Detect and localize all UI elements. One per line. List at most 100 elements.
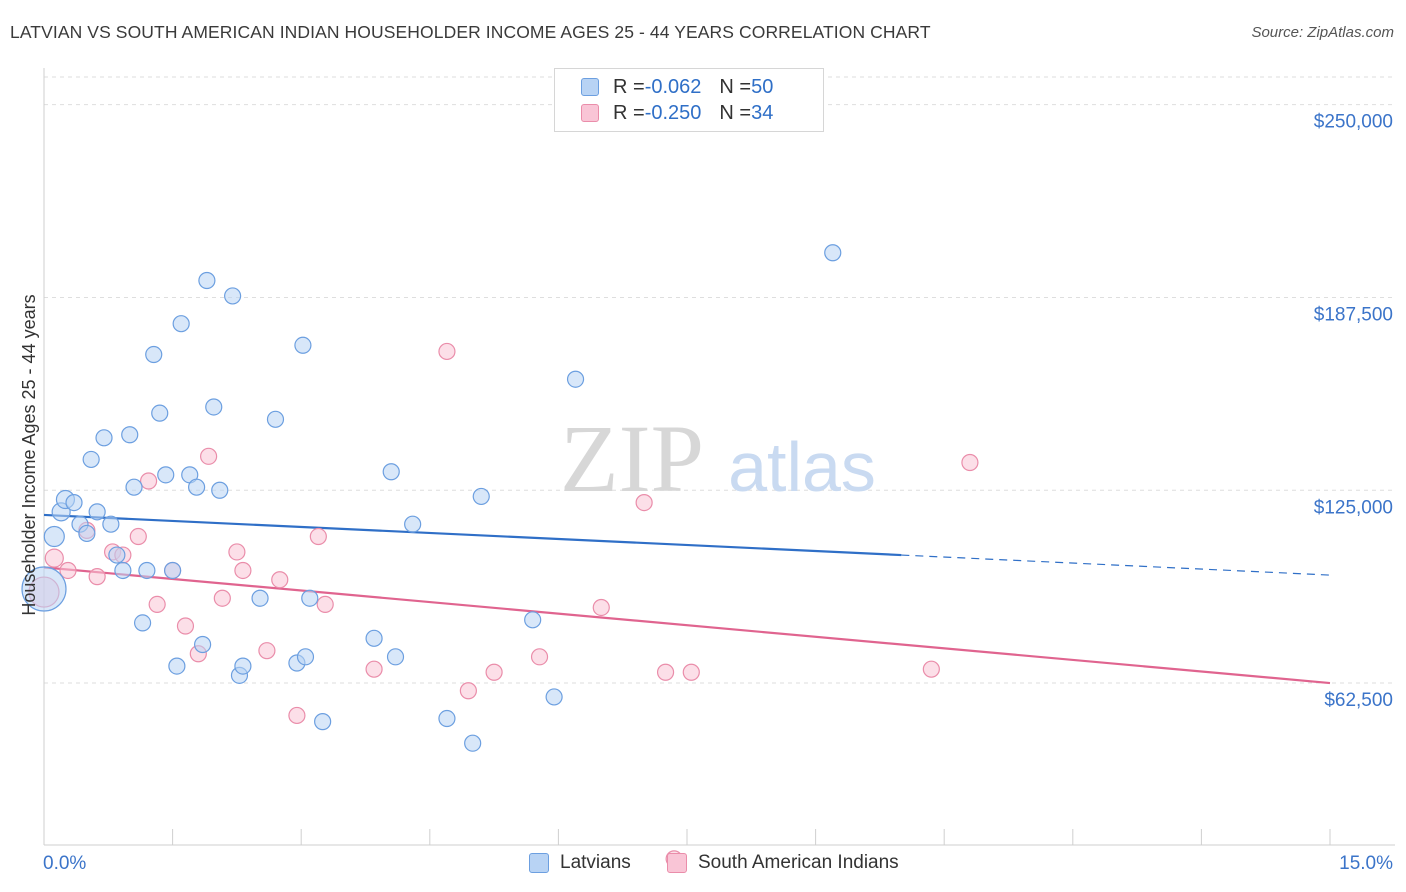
latvians-trend-line — [43, 513, 902, 557]
n-value: 50 — [751, 75, 774, 98]
grid-lines — [44, 76, 1395, 684]
south-american-indians-point — [176, 617, 195, 635]
latvians-point — [205, 398, 223, 416]
south-american-indians-point — [200, 447, 218, 465]
latvians-point — [114, 561, 132, 580]
latvians-point — [438, 709, 456, 728]
latvians-point — [824, 244, 842, 262]
latvians-point — [234, 657, 252, 675]
blue-swatch — [581, 78, 599, 96]
latvians-point — [211, 481, 229, 499]
source-label: Source: ZipAtlas.com — [1251, 24, 1394, 41]
latvians-point — [545, 688, 563, 706]
latvians-point — [566, 370, 585, 388]
latvians-point — [386, 648, 405, 666]
south-american-indians-point — [148, 595, 166, 613]
south-american-indians-point — [44, 548, 64, 568]
r-value: -0.250 — [644, 101, 702, 124]
watermark: ZIP atlas — [560, 405, 876, 512]
south-american-indians-point — [365, 660, 383, 678]
south-american-indians-point — [258, 642, 276, 660]
latvians-point — [314, 713, 332, 731]
latvians-point — [251, 589, 269, 607]
latvians-point — [198, 271, 216, 290]
south-american-indians-point — [288, 706, 306, 725]
legend-item-south-american-indians[interactable]: South American Indians — [667, 852, 899, 874]
watermark-atlas: atlas — [728, 428, 876, 506]
south-american-indians-point — [59, 561, 77, 580]
latvians-point — [43, 525, 65, 548]
latvians-point — [157, 466, 175, 484]
south-american-indians-point — [316, 595, 334, 613]
south-american-indians-point — [438, 342, 456, 361]
latvians-point — [194, 635, 212, 654]
n-label: N = — [719, 101, 752, 124]
latvians-point — [294, 336, 312, 354]
latvians-point — [21, 566, 67, 612]
watermark-zip: ZIP — [560, 405, 704, 512]
latvians-point — [172, 315, 190, 333]
blue-swatch — [529, 853, 549, 873]
latvians-point — [125, 478, 143, 496]
chart-title: LATVIAN VS SOUTH AMERICAN INDIAN HOUSEHO… — [10, 22, 931, 42]
latvians-point — [88, 503, 106, 521]
legend-label: South American Indians — [698, 852, 899, 873]
south-american-indians-point — [459, 682, 477, 700]
latvians-point — [188, 478, 206, 496]
n-value: 34 — [751, 101, 774, 124]
south-american-indians-point — [656, 663, 675, 681]
r-value: -0.062 — [644, 75, 702, 98]
south-american-indians-point — [530, 648, 549, 666]
latvians-point — [168, 657, 186, 675]
n-label: N = — [719, 75, 752, 98]
latvians-point — [524, 611, 542, 629]
latvians-point — [164, 561, 182, 580]
latvians-point — [95, 429, 113, 447]
axes — [43, 68, 1395, 846]
y-tick-label: $125,000 — [1314, 497, 1393, 518]
south-american-indians-point — [139, 472, 158, 490]
trend-lines — [43, 513, 1331, 685]
south-american-indians-point — [234, 561, 252, 580]
legend-label: Latvians — [560, 852, 631, 873]
y-tick-label: $250,000 — [1314, 112, 1393, 133]
south-american-indians-trend-line — [43, 566, 1331, 685]
south-american-indians-point — [213, 589, 231, 607]
latvians-point — [102, 515, 120, 533]
x-tick-label: 15.0% — [1339, 853, 1393, 874]
south-american-indians-point — [592, 598, 610, 617]
latvians-point — [151, 404, 169, 422]
tick-labels: $62,500 $125,000 $187,500 $250,000 0.0% 15.0% — [43, 112, 1393, 874]
y-axis-label: Householder Income Ages 25 - 44 years — [19, 294, 39, 615]
r-label: R = — [613, 75, 645, 98]
latvians-point — [145, 345, 163, 364]
latvians-point — [121, 426, 139, 444]
latvians-point — [138, 561, 156, 580]
x-tick-label: 0.0% — [43, 853, 86, 874]
latvians-point — [224, 287, 242, 305]
pink-swatch — [581, 104, 599, 122]
south-american-indians-point — [922, 660, 940, 678]
latvians-point — [108, 546, 126, 564]
latvians-point — [296, 648, 315, 666]
latvians-point — [266, 410, 285, 428]
latvians-point — [464, 734, 482, 752]
legend-item-latvians[interactable]: Latvians — [529, 852, 631, 874]
south-american-indians-point — [88, 568, 106, 586]
y-tick-label: $187,500 — [1314, 304, 1393, 325]
latvians-point — [404, 515, 422, 533]
legend-row-south-american-indians: R = -0.250 N = 34 — [581, 100, 773, 126]
latvians-point — [78, 524, 96, 543]
south-american-indians-point — [228, 543, 246, 561]
latvians-point — [365, 629, 383, 647]
latvians-point — [382, 463, 400, 481]
series-legend: Latvians South American Indians — [0, 852, 1406, 878]
south-american-indians-point — [129, 527, 147, 546]
latvians-point — [65, 494, 83, 512]
pink-swatch — [667, 853, 687, 873]
south-american-indians-point — [635, 494, 653, 512]
south-american-indians-point — [961, 453, 979, 472]
data-points — [21, 244, 979, 868]
latvians-trend-line-extension — [901, 554, 1331, 576]
